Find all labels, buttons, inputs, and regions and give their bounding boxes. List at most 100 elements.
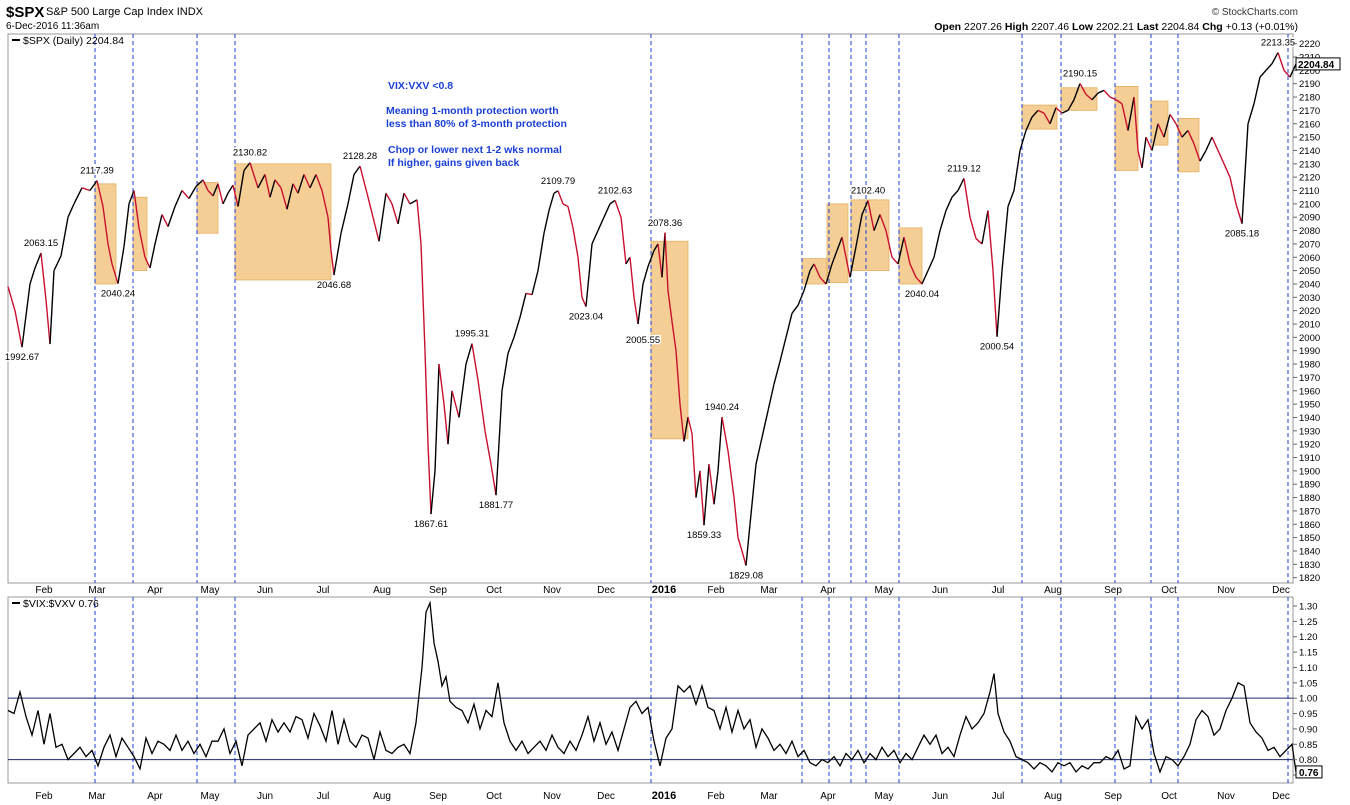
stockcharts-logo: © StockCharts.com	[1211, 7, 1298, 18]
price-y-tick-label: 1960	[1299, 386, 1320, 397]
price-x-tick-label: Mar	[760, 585, 778, 596]
price-segment	[327, 217, 332, 251]
price-y-tick-label: 2150	[1299, 133, 1320, 144]
price-segment	[629, 257, 635, 298]
price-segment	[133, 190, 140, 228]
price-segment	[212, 183, 219, 197]
price-segment	[138, 227, 146, 258]
price-y-tick-label: 2180	[1299, 93, 1320, 104]
price-segment	[1211, 136, 1219, 151]
price-segment	[1229, 177, 1237, 205]
price-y-tick-label: 1920	[1299, 440, 1320, 451]
price-segment	[181, 190, 190, 199]
price-y-tick-label: 2060	[1299, 253, 1320, 264]
ratio-last-value-box	[1295, 765, 1323, 779]
price-segment	[927, 256, 935, 271]
open-value: 2207.26	[964, 21, 1002, 33]
price-segment	[89, 180, 98, 191]
ratio-x-tick-label: Apr	[820, 791, 836, 802]
price-x-tick-label: Jun	[257, 585, 273, 596]
price-data-label: 2102.63	[598, 185, 632, 196]
price-segment	[1163, 114, 1171, 138]
ratio-x-tick-label: May	[201, 791, 220, 802]
price-segment	[957, 178, 965, 191]
price-data-label: 1940.24	[705, 402, 739, 413]
last-value: 2204.84	[1161, 21, 1200, 33]
price-segment	[603, 203, 611, 218]
price-segment	[825, 263, 833, 285]
price-segment	[14, 310, 23, 348]
price-data-label: 2000.54	[980, 342, 1014, 353]
highlight-box	[650, 240, 689, 440]
price-data-label: 2040.04	[905, 289, 939, 300]
price-segment	[721, 417, 729, 451]
price-x-tick-label: Oct	[486, 585, 502, 596]
price-y-tick-label: 1910	[1299, 453, 1320, 464]
price-segment	[1031, 109, 1039, 118]
ratio-y-tick-label: 1.10	[1299, 663, 1318, 674]
ratio-legend-label: $VIX:$VXV 0.76	[23, 598, 99, 610]
price-y-tick-label: 1990	[1299, 346, 1320, 357]
price-segment	[96, 180, 104, 207]
price-segment	[144, 256, 151, 269]
ratio-x-tick-label: Nov	[1217, 791, 1235, 802]
price-y-tick-label: 2020	[1299, 306, 1320, 317]
ratio-x-tick-label: May	[875, 791, 894, 802]
price-x-tick-label: Oct	[1161, 585, 1177, 596]
ratio-y-tick-label: 0.95	[1299, 709, 1318, 720]
ratio-x-tick-label: Dec	[1272, 791, 1290, 802]
ratio-x-tick-label: 2016	[652, 790, 676, 802]
price-segment	[939, 210, 947, 231]
price-segment	[202, 179, 209, 191]
price-segment	[1169, 114, 1177, 125]
ratio-x-tick-label: Mar	[760, 791, 778, 802]
price-segment	[1091, 92, 1099, 101]
price-segment	[727, 450, 735, 498]
price-segment	[409, 199, 418, 205]
price-segment	[391, 203, 399, 225]
price-y-tick-label: 2170	[1299, 106, 1320, 117]
price-y-tick-label: 1900	[1299, 466, 1320, 477]
price-segment	[661, 232, 666, 278]
price-y-tick-label: 2090	[1299, 213, 1320, 224]
price-data-label: 2130.82	[233, 148, 267, 159]
price-segment	[703, 464, 710, 526]
price-segment	[987, 210, 994, 271]
price-segment	[855, 214, 863, 247]
price-segment	[1055, 107, 1063, 114]
price-segment	[921, 270, 929, 285]
price-segment	[969, 217, 977, 239]
price-segment	[227, 184, 234, 194]
price-segment	[1137, 150, 1143, 168]
price-segment	[664, 232, 669, 291]
price-segment	[867, 200, 875, 231]
price-segment	[683, 417, 689, 442]
price-y-tick-label: 2220	[1299, 39, 1320, 50]
price-segment	[397, 193, 405, 225]
price-data-label: 2109.79	[541, 176, 575, 187]
highlight-box	[234, 163, 332, 281]
price-segment	[1037, 109, 1045, 114]
price-segment	[773, 361, 781, 385]
ratio-x-tick-label: Aug	[1044, 791, 1062, 802]
ratio-y-tick-label: 1.15	[1299, 648, 1318, 659]
price-last-value: 2204.84	[1298, 60, 1335, 71]
price-segment	[403, 192, 411, 205]
price-segment	[557, 190, 564, 205]
annotation-line-1: VIX:VXV <0.8	[388, 80, 453, 92]
price-segment	[1121, 103, 1129, 131]
price-data-label: 2023.04	[569, 312, 603, 323]
price-segment	[280, 187, 288, 210]
price-segment	[797, 290, 805, 306]
price-segment	[315, 174, 323, 191]
price-x-tick-label: Jun	[932, 585, 948, 596]
price-segment	[1013, 150, 1021, 191]
price-segment	[427, 444, 432, 515]
price-segment	[803, 270, 811, 291]
price-y-tick-label: 2140	[1299, 146, 1320, 157]
price-segment	[1073, 83, 1081, 100]
highlight-box	[1177, 118, 1200, 173]
price-x-tick-label: Aug	[1044, 585, 1062, 596]
ratio-y-tick-label: 1.00	[1299, 694, 1318, 705]
price-segment	[222, 192, 229, 205]
